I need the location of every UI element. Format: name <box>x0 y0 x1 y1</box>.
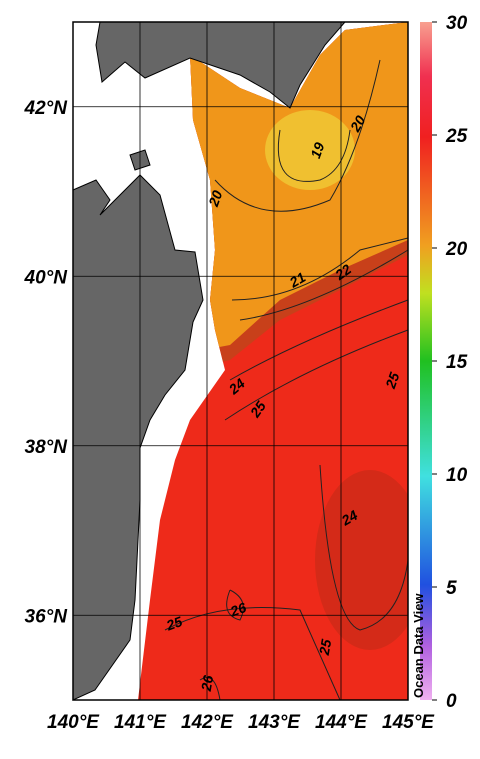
x-tick-label: 145°E <box>382 712 435 733</box>
colorbar-label: 15 <box>446 352 468 373</box>
colorbar-label: 30 <box>446 13 468 34</box>
colorbar-label: 20 <box>445 239 468 260</box>
y-tick-label: 36°N <box>25 606 69 627</box>
x-tick-label: 144°E <box>315 712 368 733</box>
contour-label: 25 <box>382 370 403 391</box>
contour-label: 26 <box>198 674 217 693</box>
contour-label: 25 <box>316 638 335 657</box>
y-tick-label: 42°N <box>24 98 69 119</box>
contour-label: 24 <box>338 507 361 529</box>
colorbar-label: 10 <box>446 465 468 486</box>
y-tick-label: 38°N <box>25 437 69 458</box>
contour-label: 19 <box>307 140 327 160</box>
colorbar-label: 25 <box>445 126 468 147</box>
contour-label: 22 <box>331 261 354 284</box>
y-tick-label: 40°N <box>24 267 69 288</box>
colorbar <box>420 22 432 700</box>
x-tick-label: 143°E <box>248 712 301 733</box>
colorbar-label: 0 <box>446 691 457 712</box>
contour-lines <box>164 59 409 701</box>
x-tick-label: 140°E <box>47 712 100 733</box>
land <box>72 21 347 701</box>
contour-label: 25 <box>246 398 269 421</box>
x-tick-label: 142°E <box>181 712 234 733</box>
watermark: Ocean Data View <box>411 593 426 698</box>
x-tick-label: 141°E <box>114 712 167 733</box>
contour-label: 26 <box>227 599 248 620</box>
contour-label: 25 <box>163 613 184 634</box>
contour-label: 20 <box>205 188 226 209</box>
contour-label: 20 <box>346 113 368 136</box>
colorbar-label: 5 <box>446 578 457 599</box>
contour-label: 21 <box>286 269 309 291</box>
